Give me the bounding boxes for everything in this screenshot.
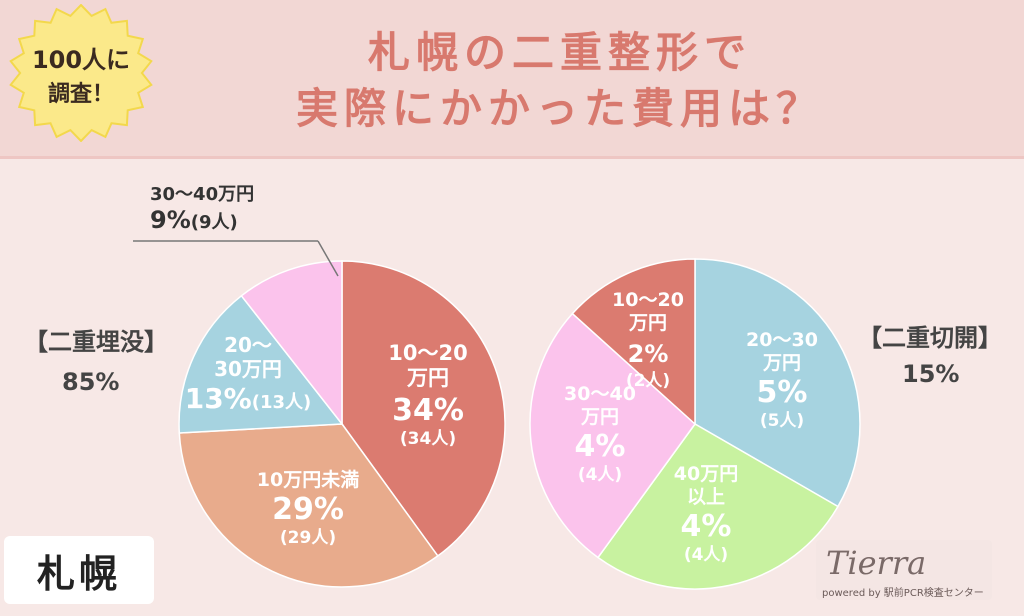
page-title-line2: 実際にかかった費用は？ <box>295 84 824 133</box>
slice-pct: 2% <box>628 340 669 368</box>
slice-label: 10〜20 <box>388 341 467 365</box>
header-band <box>0 0 1024 158</box>
callout-line-diagonal <box>317 240 339 277</box>
badge-burst-icon <box>9 4 153 142</box>
slice-count: (29人) <box>280 528 336 548</box>
slice-pct: 4% <box>575 429 626 464</box>
slice-label: 万円 <box>406 366 449 390</box>
slice-label: 40万円 <box>674 463 738 485</box>
slice-pct: 4% <box>681 509 732 544</box>
pie-slice <box>240 260 343 427</box>
badge-line1: 100人に <box>31 46 131 74</box>
slice-label: 30万円 <box>214 357 282 381</box>
slice-count: (4人) <box>684 545 728 565</box>
page-title-line1: 札幌の二重整形で <box>367 28 752 77</box>
badge-line2: 調査！ <box>47 82 114 107</box>
brand-sub: powered by 駅前PCR検査センター <box>822 588 984 599</box>
slice-count: (2人) <box>626 371 670 391</box>
city-label: 札幌 <box>4 536 154 604</box>
pie-slice <box>596 423 839 590</box>
pie-slice <box>694 258 861 508</box>
chart1-title: 【二重埋没】 <box>24 328 168 356</box>
callout-pct: 9% <box>150 206 191 234</box>
chart1-share: 85% <box>62 368 120 396</box>
slice-pct: 5% <box>757 375 808 410</box>
slice-label: 10万円未満 <box>257 468 359 491</box>
chart2-share: 15% <box>902 360 960 388</box>
brand-name: Tierra <box>826 544 927 582</box>
chart2-title: 【二重切開】 <box>858 324 1002 352</box>
slice-label: 以上 <box>687 486 725 508</box>
pie-slice <box>341 260 506 557</box>
pie-chart-incision: 20〜30万円5%(5人)40万円以上4%(4人)30〜40万円4%(4人)10… <box>529 258 861 590</box>
slice-count: (5人) <box>760 411 804 431</box>
pie-slice <box>571 258 696 426</box>
pie-slice <box>178 294 344 434</box>
slice-count: (34人) <box>400 429 456 449</box>
callout-value: 9%(9人) <box>150 206 238 234</box>
callout-name: 30〜40万円 <box>150 184 255 205</box>
slice-label: 30〜40 <box>564 383 636 405</box>
slice-label: 万円 <box>580 406 619 428</box>
pie-slice <box>529 312 697 559</box>
slice-label: 20〜30 <box>746 329 818 351</box>
slice-label: 10〜20 <box>612 289 684 311</box>
slice-label: 万円 <box>762 352 801 374</box>
header-divider <box>0 156 1024 159</box>
slice-label: 20〜 <box>224 333 272 357</box>
slice-count: (4人) <box>578 465 622 485</box>
pie-slice <box>178 423 439 588</box>
brand-logo <box>816 540 992 600</box>
slice-label: 万円 <box>628 312 667 334</box>
slice-value: 13%(13人) <box>185 382 312 415</box>
callout-count: (9人) <box>190 212 238 233</box>
slice-pct: 34% <box>392 393 464 428</box>
slice-pct: 29% <box>272 492 344 527</box>
